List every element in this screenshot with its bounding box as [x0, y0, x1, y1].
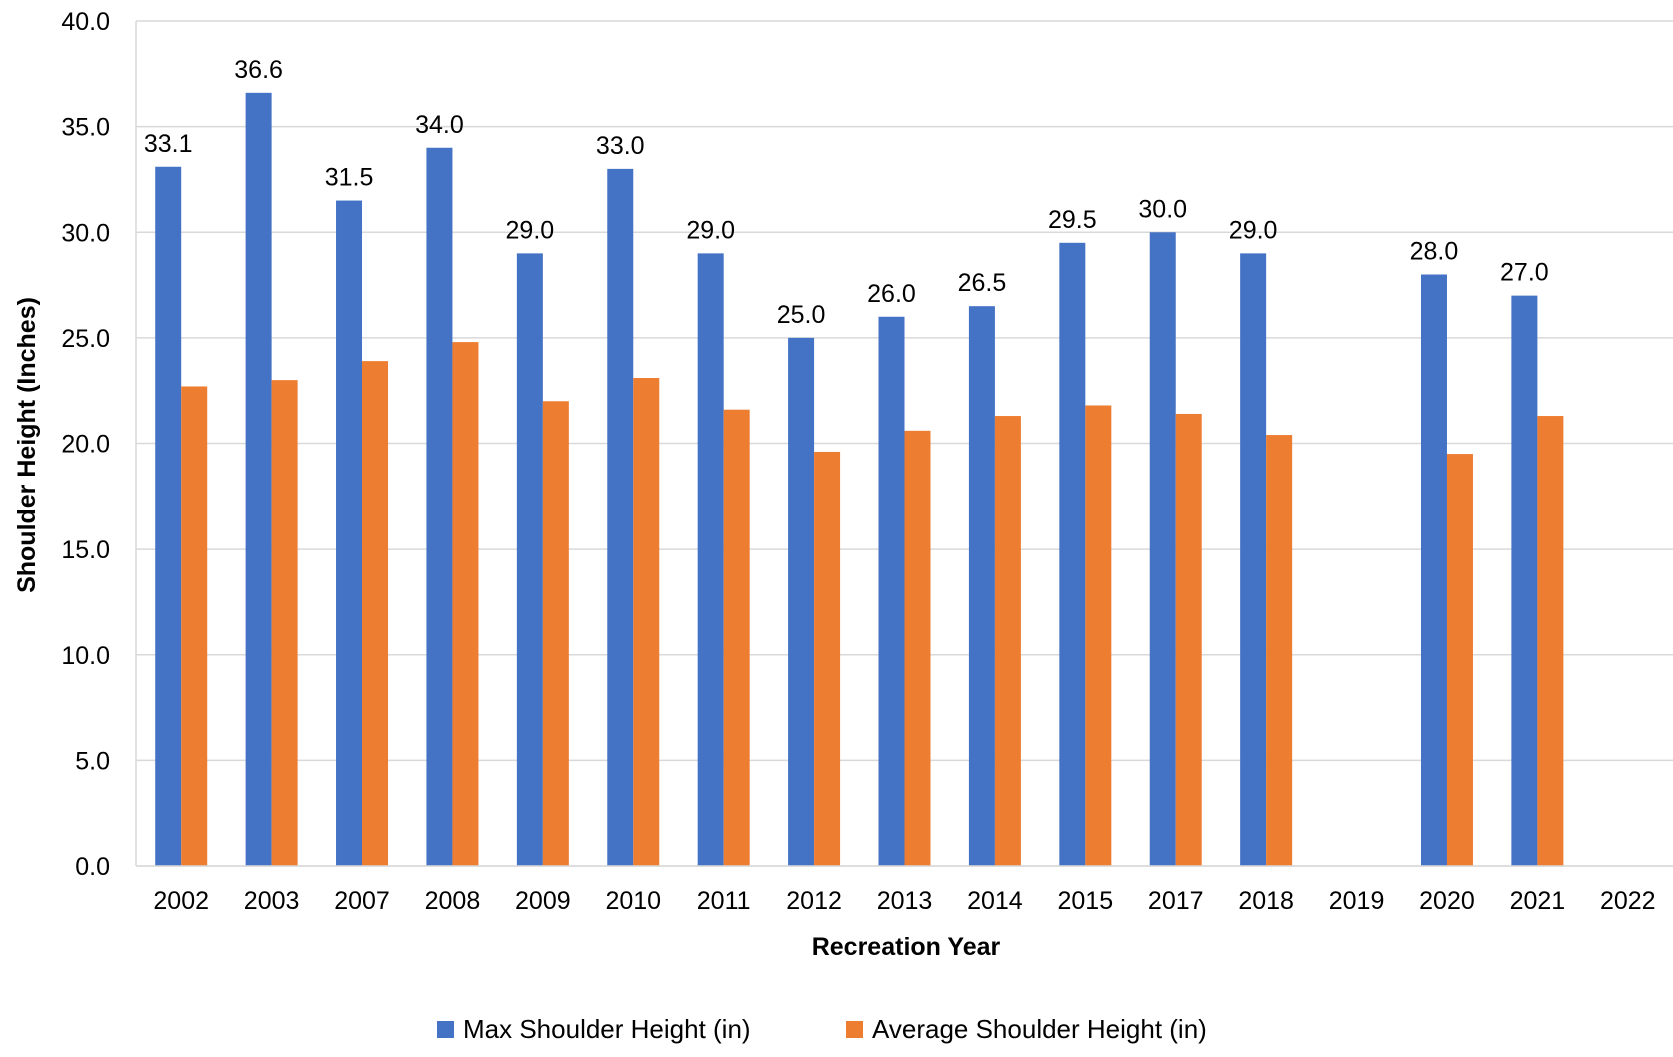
bar-average: [1446, 454, 1473, 866]
bar-max: [788, 337, 815, 866]
x-tick-label: 2021: [1510, 887, 1566, 915]
y-tick-label: 0.0: [75, 853, 110, 881]
bar-max: [1240, 253, 1267, 866]
y-tick-label: 40.0: [61, 8, 110, 36]
bar-average: [362, 361, 389, 866]
data-label: 34.0: [415, 111, 464, 139]
data-label: 31.5: [325, 164, 374, 192]
bar-max: [516, 253, 543, 866]
bar-average: [904, 430, 931, 866]
bar-max: [1059, 242, 1086, 866]
x-tick-label: 2007: [334, 887, 390, 915]
x-tick-label: 2022: [1600, 887, 1656, 915]
data-label: 29.0: [506, 216, 555, 244]
x-tick-label: 2003: [244, 887, 300, 915]
bar-average: [814, 451, 841, 866]
bars: [155, 92, 1564, 867]
bar-average: [1537, 416, 1564, 866]
x-tick-label: 2011: [697, 887, 751, 915]
bar-average: [271, 380, 298, 866]
data-label: 33.1: [144, 130, 193, 158]
data-label: 28.0: [1410, 238, 1459, 266]
y-tick-label: 15.0: [61, 536, 110, 564]
x-tick-label: 2020: [1419, 887, 1475, 915]
bar-average: [181, 386, 208, 866]
bar-max: [245, 92, 272, 866]
x-tick-label: 2002: [153, 887, 209, 915]
data-label: 26.5: [958, 269, 1007, 297]
x-axis-title: Recreation Year: [812, 933, 1001, 961]
x-tick-label: 2019: [1329, 887, 1385, 915]
x-tick-label: 2017: [1148, 887, 1204, 915]
bar-average: [723, 409, 750, 866]
data-label: 26.0: [867, 280, 916, 308]
y-axis-title: Shoulder Height (Inches): [13, 297, 41, 593]
x-tick-label: 2009: [515, 887, 571, 915]
x-tick-label: 2008: [425, 887, 481, 915]
bar-max: [878, 316, 905, 866]
axes: 0.0 5.0 10.0 15.0 20.0 25.0 30.0 35.0 40.0 2002 20…: [61, 8, 1673, 915]
x-tick-label: 2013: [877, 887, 933, 915]
legend-swatch-average: [846, 1021, 863, 1038]
x-tick-label: 2015: [1058, 887, 1114, 915]
data-label: 33.0: [596, 132, 645, 160]
x-tick-label: 2014: [967, 887, 1023, 915]
data-label: 25.0: [777, 301, 826, 329]
bar-average: [1266, 435, 1293, 866]
data-label: 29.0: [1229, 216, 1278, 244]
x-tick-label: 2010: [605, 887, 661, 915]
legend: Max Shoulder Height (in) Average Shoulde…: [437, 1014, 1207, 1044]
bar-average: [633, 378, 660, 866]
y-tick-label: 35.0: [61, 114, 110, 142]
bar-max: [336, 200, 363, 866]
bar-max: [1149, 232, 1176, 866]
bar-max: [607, 168, 634, 866]
bar-average: [994, 416, 1021, 866]
legend-label-average: Average Shoulder Height (in): [872, 1014, 1207, 1044]
y-tick-label: 20.0: [61, 431, 110, 459]
y-tick-label: 10.0: [61, 642, 110, 670]
data-label: 29.0: [686, 216, 735, 244]
y-tick-label: 5.0: [75, 747, 110, 775]
bar-max: [155, 166, 182, 866]
y-tick-label: 25.0: [61, 325, 110, 353]
bar-average: [1175, 413, 1202, 866]
bar-average: [1085, 405, 1112, 866]
bar-max: [1420, 274, 1447, 866]
data-label: 27.0: [1500, 259, 1549, 287]
bar-max: [426, 147, 453, 866]
bar-average: [452, 342, 479, 867]
data-label: 29.5: [1048, 206, 1097, 234]
bar-max: [968, 306, 995, 866]
data-label: 36.6: [234, 56, 283, 84]
data-labels: 33.1 36.6 31.5 34.0 29.0 33.0 29.0 25.0 26.0 26.5…: [144, 56, 1549, 329]
bar-average: [542, 401, 569, 866]
data-label: 30.0: [1138, 195, 1187, 223]
x-tick-label: 2018: [1238, 887, 1294, 915]
x-tick-label: 2012: [786, 887, 842, 915]
bar-max: [697, 253, 724, 866]
legend-label-max: Max Shoulder Height (in): [463, 1014, 751, 1044]
legend-swatch-max: [437, 1021, 454, 1038]
y-tick-label: 30.0: [61, 219, 110, 247]
bar-max: [1511, 295, 1538, 866]
